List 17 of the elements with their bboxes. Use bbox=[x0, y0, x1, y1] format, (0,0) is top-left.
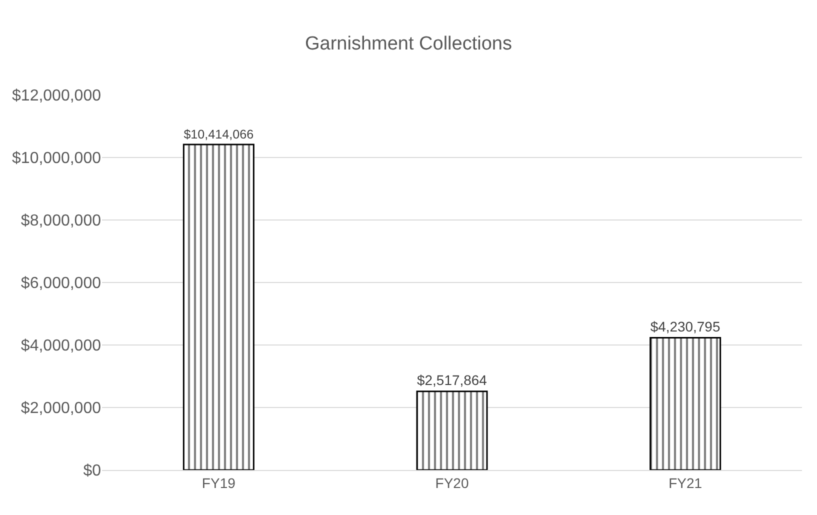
y-tick-label: $4,000,000 bbox=[20, 338, 102, 355]
y-tick-label: $0 bbox=[83, 462, 102, 480]
x-tick-label: FY21 bbox=[668, 474, 702, 491]
y-tick-label: $10,000,000 bbox=[12, 150, 102, 168]
data-label: $2,517,864 bbox=[417, 372, 488, 388]
data-label: $4,230,795 bbox=[650, 318, 720, 334]
bar bbox=[650, 337, 722, 470]
bar bbox=[182, 144, 254, 470]
x-tick-label: FY19 bbox=[202, 474, 236, 491]
bar bbox=[416, 390, 488, 470]
y-tick-label: $2,000,000 bbox=[20, 400, 102, 418]
chart-title: Garnishment Collections bbox=[305, 33, 512, 54]
y-tick-label: $8,000,000 bbox=[20, 212, 102, 230]
y-tick-label: $6,000,000 bbox=[20, 275, 102, 292]
data-label: $10,414,066 bbox=[184, 127, 254, 142]
y-tick-label: $12,000,000 bbox=[12, 88, 102, 105]
x-tick-label: FY20 bbox=[435, 474, 469, 491]
